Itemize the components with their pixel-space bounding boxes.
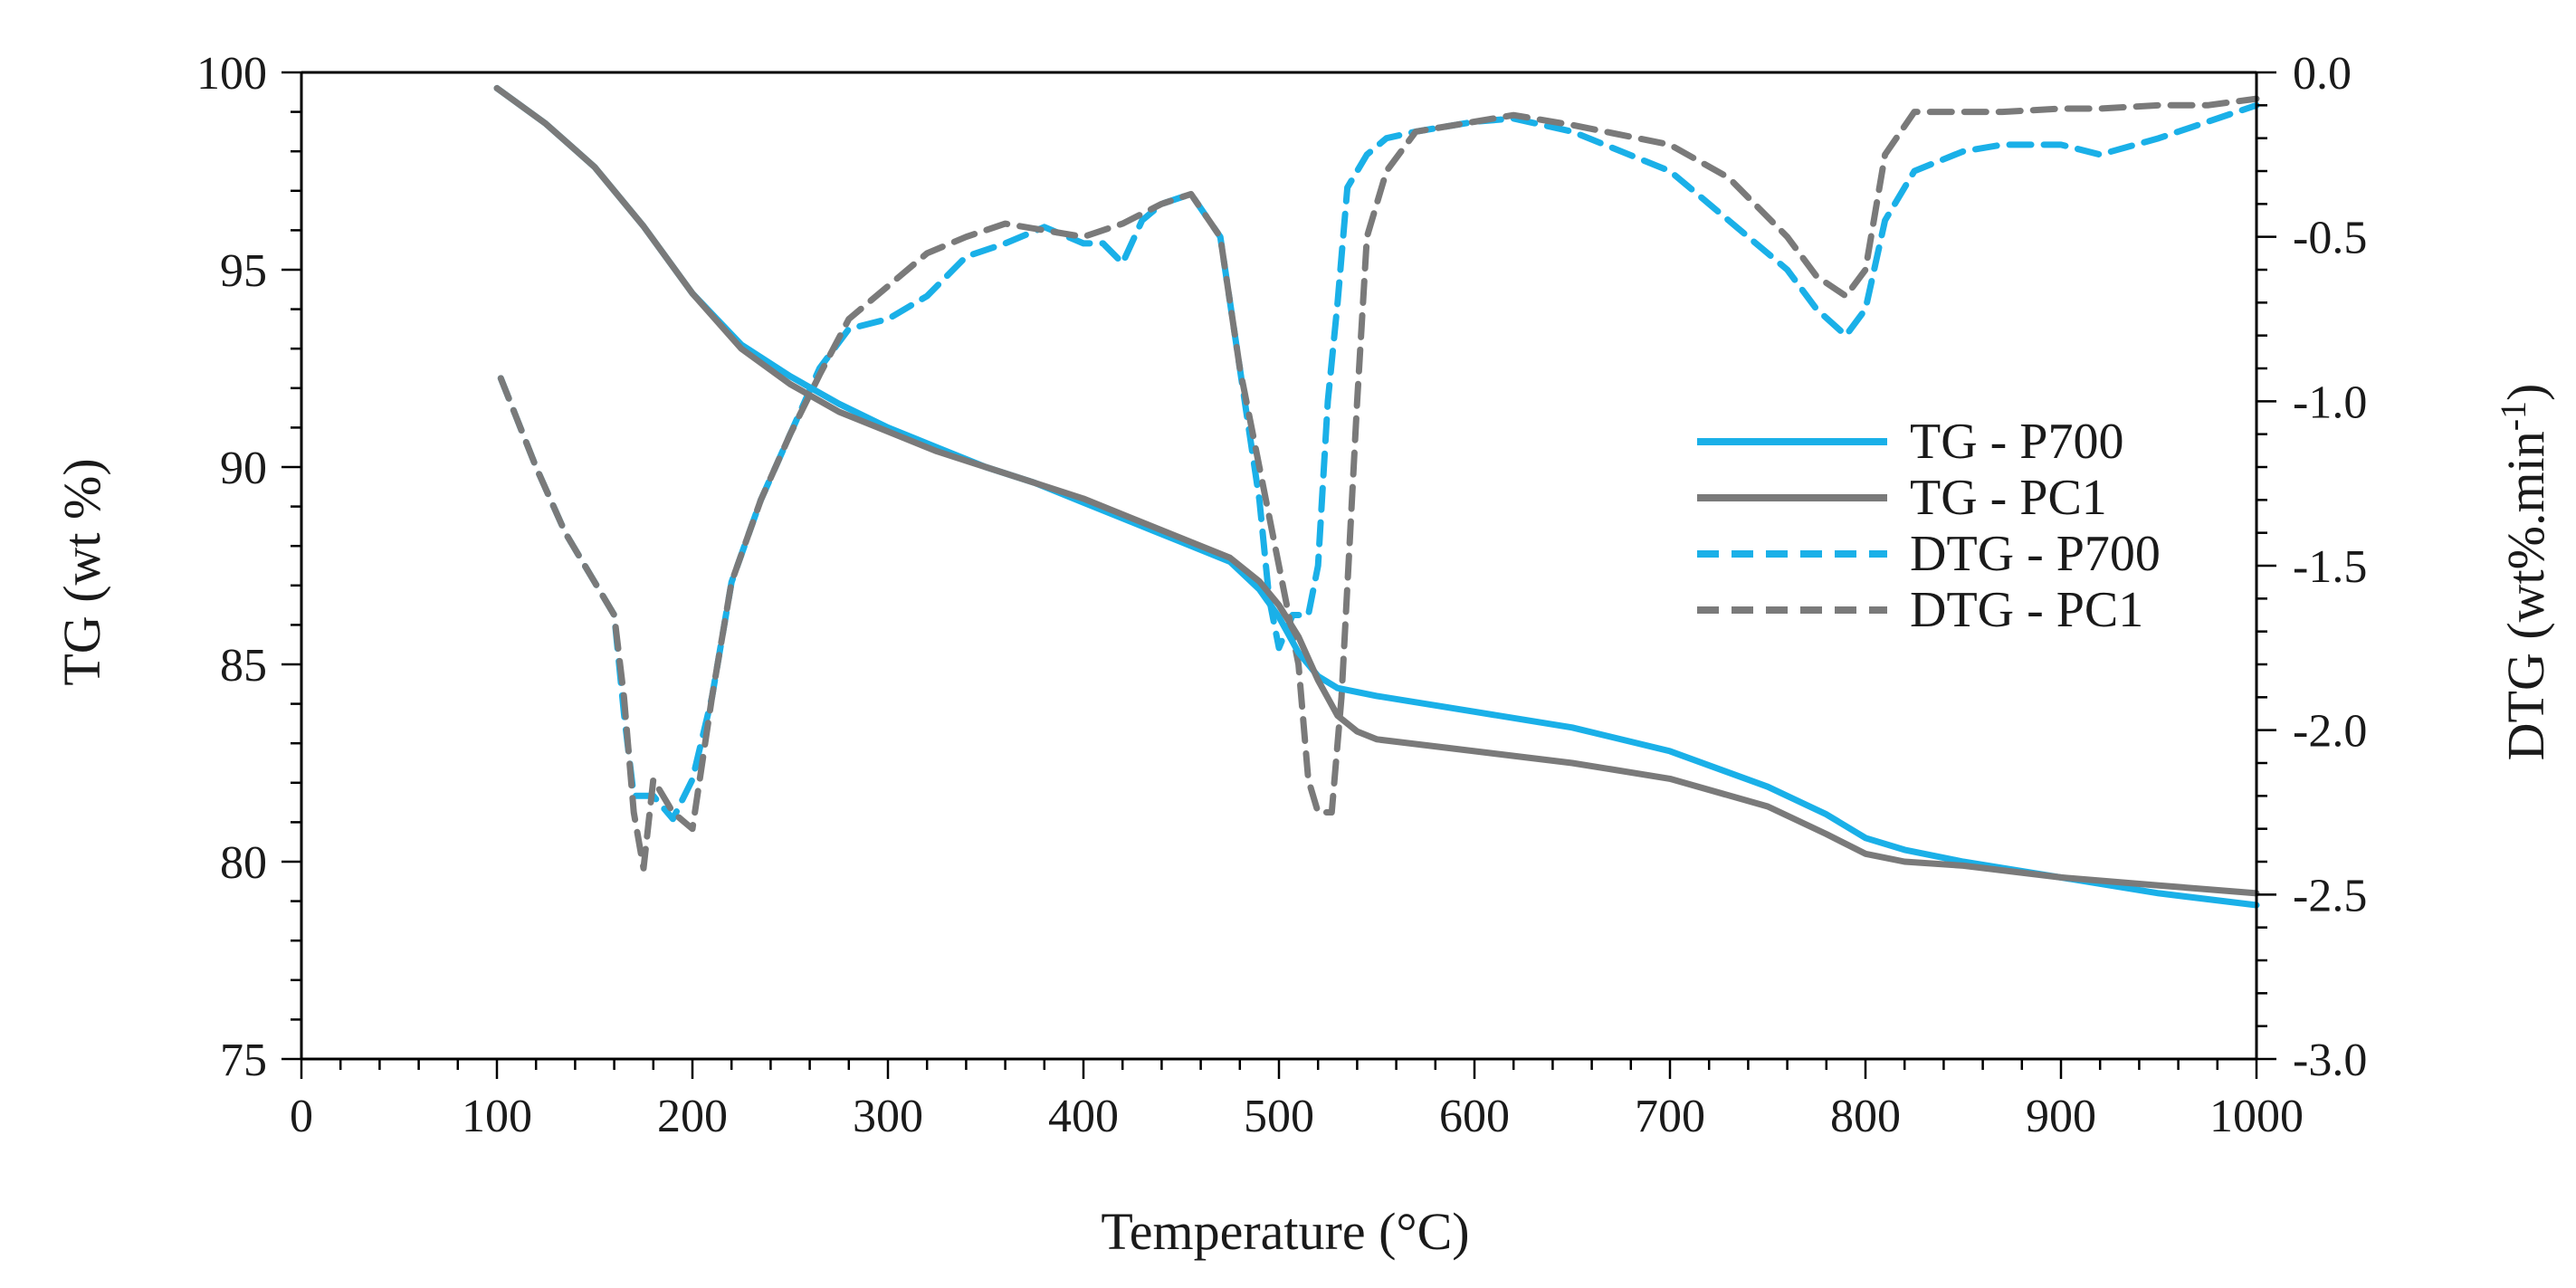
- y-right-tick-label: -0.5: [2293, 213, 2367, 264]
- legend-label: DTG - PC1: [1910, 582, 2143, 638]
- y-right-tick-label: -3.0: [2293, 1035, 2367, 1086]
- y-left-axis-title: TG (wt %): [52, 458, 111, 685]
- series-line-tg-p700: [493, 84, 2260, 909]
- x-tick-label: 300: [853, 1091, 923, 1142]
- y-right-axis-title-suffix: ): [2496, 384, 2555, 401]
- x-tick-label: 200: [657, 1091, 728, 1142]
- series-line-tg-pc1: [493, 84, 2260, 897]
- series-layer: [493, 84, 2260, 909]
- y-left-tick-label: 80: [220, 837, 267, 889]
- y-right-axis-title: DTG (wt%.min-1): [2493, 384, 2555, 761]
- legend-label: TG - PC1: [1910, 470, 2107, 526]
- axes-layer: 0 100 200 300 400 500 600 700 800 900 1000 75 80 85 90…: [196, 48, 2367, 1142]
- y-right-tick-label: -2.0: [2293, 706, 2367, 758]
- x-tick-label: 900: [2026, 1091, 2096, 1142]
- x-tick-label: 800: [1830, 1091, 1901, 1142]
- x-tick-label: 1000: [2209, 1091, 2304, 1142]
- y-right-tick-label: -2.5: [2293, 870, 2367, 921]
- x-tick-label: 600: [1439, 1091, 1510, 1142]
- y-left-tick-label: 90: [220, 443, 267, 494]
- series-line-dtg-pc1: [497, 95, 2260, 872]
- x-tick-label: 400: [1048, 1091, 1119, 1142]
- x-tick-label: 0: [290, 1091, 313, 1142]
- y-right-axis-title-main: DTG (wt%.min: [2496, 431, 2555, 760]
- x-axis-title: Temperature (°C): [1101, 1202, 1469, 1261]
- x-tick-label: 500: [1244, 1091, 1314, 1142]
- x-tick-label: 700: [1635, 1091, 1705, 1142]
- y-left-tick-label: 95: [220, 245, 267, 297]
- y-left-tick-label: 75: [220, 1035, 267, 1086]
- legend-label: TG - P700: [1910, 414, 2123, 470]
- y-right-tick-label: -1.5: [2293, 541, 2367, 593]
- y-right-axis-title-sup: -1: [2493, 401, 2533, 431]
- series-line-dtg-p700: [497, 101, 2260, 823]
- legend-label: DTG - P700: [1910, 526, 2161, 582]
- y-right-tick-label: -1.0: [2293, 377, 2367, 428]
- y-right-tick-label: 0.0: [2293, 48, 2352, 100]
- y-left-tick-label: 100: [196, 48, 267, 100]
- x-tick-label: 100: [462, 1091, 532, 1142]
- y-left-tick-label: 85: [220, 640, 267, 692]
